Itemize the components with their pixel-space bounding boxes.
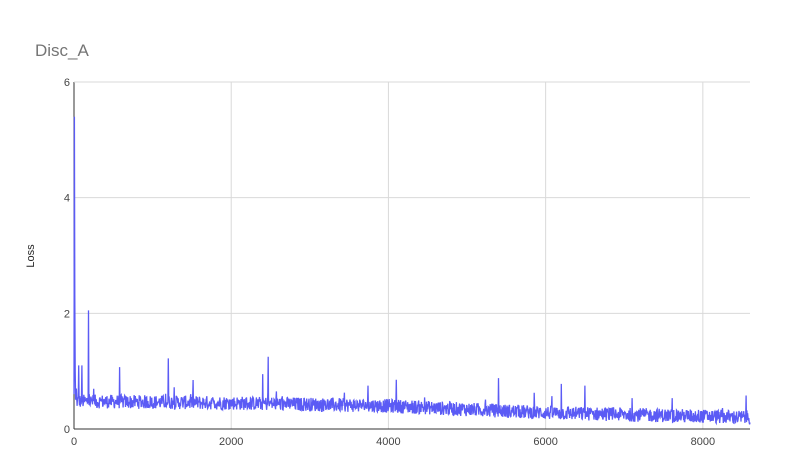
y-tick-label: 6 <box>64 77 70 89</box>
y-tick-label: 2 <box>64 308 70 320</box>
y-tick-label: 4 <box>64 193 70 205</box>
x-tick-labels: 0 2000 4000 6000 8000 <box>71 436 715 448</box>
x-tick-label: 8000 <box>691 436 715 448</box>
x-tick-label: 6000 <box>533 436 557 448</box>
series-group <box>73 116 751 426</box>
x-tick-label: 2000 <box>219 436 243 448</box>
y-tick-labels: 0 2 4 6 <box>64 77 70 436</box>
x-tick-label: 4000 <box>376 436 400 448</box>
y-axis-label: Loss <box>25 244 37 268</box>
loss-series-line <box>73 116 751 426</box>
chart-title: Disc_A <box>35 41 90 60</box>
x-tick-label: 0 <box>71 436 77 448</box>
grid <box>73 81 750 430</box>
y-tick-label: 0 <box>64 424 70 436</box>
